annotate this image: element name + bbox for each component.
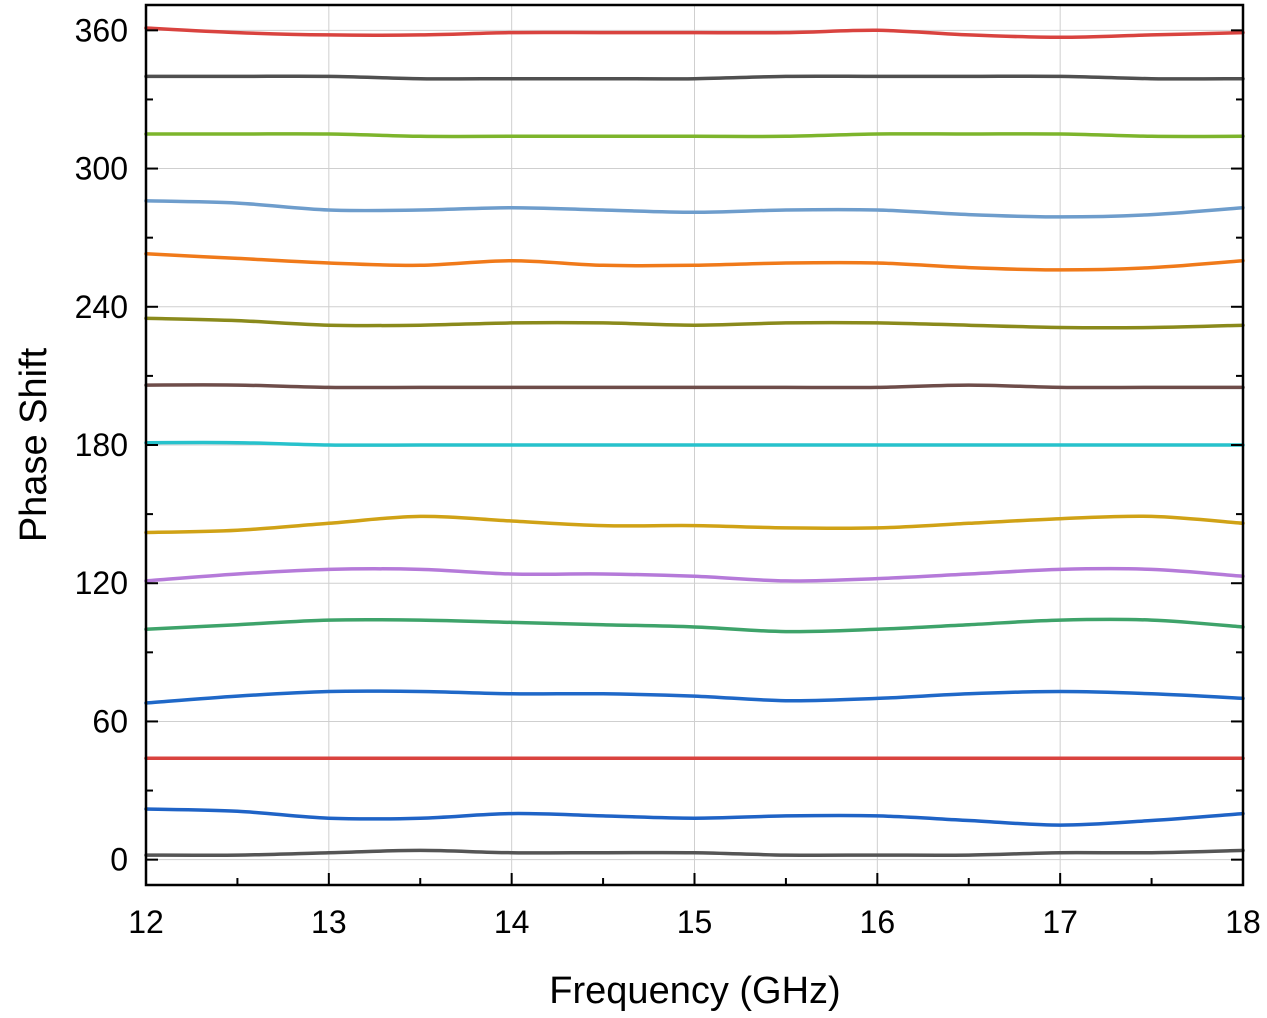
series-line-5 [144,617,1245,634]
x-tick-label: 15 [677,904,713,940]
x-tick-label: 12 [128,904,164,940]
x-axis-title: Frequency (GHz) [549,970,840,1012]
y-tick-label: 0 [110,842,128,878]
y-tick-label: 240 [75,289,128,325]
x-tick-label: 17 [1042,904,1078,940]
series-line-4 [144,689,1245,705]
series-line-12 [144,199,1245,219]
y-tick-label: 180 [75,427,128,463]
series-line-15 [144,26,1245,40]
series-line-1 [144,848,1245,857]
y-axis-title: Phase Shift [13,347,55,542]
x-tick-label: 14 [494,904,530,940]
x-tick-label: 13 [311,904,347,940]
series-line-11 [144,252,1245,272]
series-line-9 [144,383,1245,390]
series-line-10 [144,316,1245,330]
y-tick-label: 120 [75,565,128,601]
series-line-14 [144,74,1245,81]
x-tick-label: 16 [860,904,896,940]
y-tick-label: 60 [92,703,128,739]
x-tick-label: 18 [1225,904,1261,940]
series-line-13 [144,132,1245,139]
series-line-2 [144,807,1245,827]
series-line-8 [144,440,1245,447]
y-tick-label: 360 [75,12,128,48]
series-line-7 [144,514,1245,535]
y-tick-label: 300 [75,151,128,187]
series-layer [144,26,1245,857]
series-line-6 [144,566,1245,583]
